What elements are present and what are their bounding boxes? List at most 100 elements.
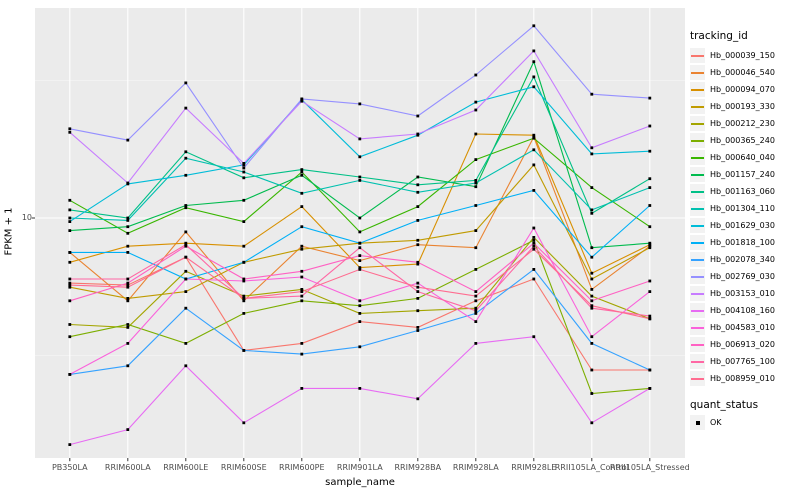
legend-item: Hb_007765_100 xyxy=(690,353,775,370)
data-point xyxy=(532,277,536,281)
legend-key xyxy=(690,184,705,199)
data-point xyxy=(242,421,246,425)
data-point xyxy=(358,230,362,234)
legend-item-label: Hb_008959_010 xyxy=(710,374,775,383)
data-point xyxy=(300,168,304,171)
legend-item: Hb_000094_070 xyxy=(690,81,775,98)
data-point xyxy=(648,387,652,390)
legend-key xyxy=(690,354,705,369)
data-point xyxy=(590,288,594,291)
x-tick-label: RRII105LA_Control xyxy=(554,463,629,472)
data-point xyxy=(242,299,246,303)
legend-item-label: OK xyxy=(710,418,722,427)
legend-item-quant-ok: OK xyxy=(690,414,722,431)
legend-key xyxy=(690,167,705,182)
data-point xyxy=(416,281,420,285)
legend-item-label: Hb_000039_150 xyxy=(710,51,775,60)
data-point xyxy=(358,266,362,269)
data-point xyxy=(184,106,188,110)
legend-line-swatch-icon xyxy=(691,326,704,329)
legend-item: Hb_001304_110 xyxy=(690,200,775,217)
legend-item-label: Hb_003153_010 xyxy=(710,289,775,298)
data-point xyxy=(532,136,536,140)
legend-item: Hb_003153_010 xyxy=(690,285,775,302)
data-point xyxy=(184,290,188,293)
black-square-marker-icon xyxy=(695,420,700,425)
data-point xyxy=(474,179,478,182)
data-point xyxy=(590,208,594,212)
legend-line-swatch-icon xyxy=(691,190,704,193)
data-point xyxy=(590,304,594,308)
data-point xyxy=(474,181,478,185)
data-point xyxy=(648,204,652,207)
data-point xyxy=(474,294,478,298)
legend-item-label: Hb_004583_010 xyxy=(710,323,775,332)
data-point xyxy=(184,206,188,210)
data-point xyxy=(126,231,130,235)
data-point xyxy=(358,246,362,250)
data-point xyxy=(68,299,72,303)
data-point xyxy=(532,60,536,64)
data-point xyxy=(532,236,536,239)
x-tick-label: PB350LA xyxy=(51,463,88,472)
data-point xyxy=(532,241,536,245)
legend-item: Hb_000039_150 xyxy=(690,47,775,64)
x-tick-label: RRIM928BA xyxy=(394,463,442,472)
quant-ok-key xyxy=(690,415,705,430)
data-point xyxy=(242,294,246,298)
data-point xyxy=(474,320,478,323)
data-point xyxy=(358,179,362,182)
data-point xyxy=(68,283,72,287)
data-point xyxy=(358,312,362,315)
legend-item-label: Hb_001304_110 xyxy=(710,204,775,213)
data-point xyxy=(416,219,420,222)
legend-line-swatch-icon xyxy=(691,343,704,346)
data-point xyxy=(300,244,304,248)
data-point xyxy=(474,108,478,112)
legend-line-swatch-icon xyxy=(691,241,704,244)
data-point xyxy=(474,312,478,315)
data-point xyxy=(648,246,652,250)
data-point xyxy=(300,247,304,251)
data-point xyxy=(590,421,594,425)
legend-key xyxy=(690,82,705,97)
data-point xyxy=(242,170,246,174)
data-point xyxy=(590,146,594,150)
data-point xyxy=(532,148,536,152)
data-point xyxy=(474,158,478,161)
data-point xyxy=(474,246,478,250)
data-point xyxy=(68,229,72,232)
legend-key xyxy=(690,65,705,80)
data-point xyxy=(184,364,188,368)
data-point xyxy=(474,268,478,271)
data-point xyxy=(358,304,362,308)
data-point xyxy=(532,133,536,137)
data-point xyxy=(358,259,362,262)
data-point xyxy=(590,92,594,96)
data-point xyxy=(242,162,246,165)
legend-key xyxy=(690,48,705,63)
data-point xyxy=(590,152,594,156)
data-point xyxy=(590,271,594,275)
data-point xyxy=(416,297,420,300)
data-point xyxy=(300,342,304,345)
data-point xyxy=(126,138,130,142)
data-point xyxy=(358,268,362,271)
legend-line-swatch-icon xyxy=(691,292,704,295)
data-point xyxy=(126,285,130,289)
legend-title-quant-status: quant_status xyxy=(690,399,759,411)
legend-line-swatch-icon xyxy=(691,258,704,261)
data-point xyxy=(416,397,420,401)
data-point xyxy=(358,155,362,159)
legend-item-label: Hb_001629_030 xyxy=(710,221,775,230)
legend-key xyxy=(690,269,705,284)
data-point xyxy=(242,220,246,223)
data-point xyxy=(184,244,188,248)
legend-line-swatch-icon xyxy=(691,71,704,74)
data-point xyxy=(358,102,362,106)
data-point xyxy=(68,198,72,202)
legend-item-label: Hb_002078_340 xyxy=(710,255,775,264)
data-point xyxy=(416,285,420,289)
data-point xyxy=(184,306,188,310)
